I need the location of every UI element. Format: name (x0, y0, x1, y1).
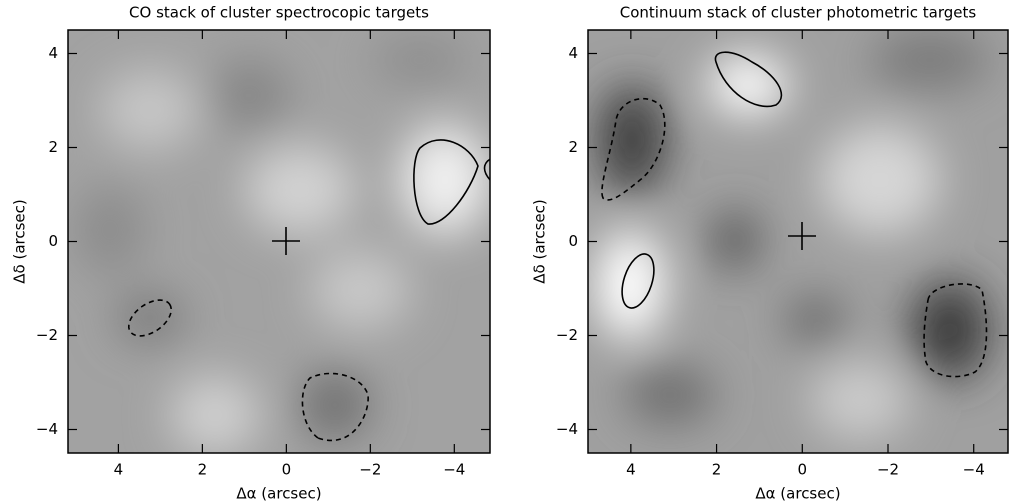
y-tick-label: −2 (556, 326, 578, 344)
x-axis-label: Δα (arcsec) (236, 485, 321, 503)
y-tick-label: 4 (48, 44, 58, 62)
y-tick-label: −4 (36, 420, 58, 438)
y-tick-label: 2 (48, 138, 58, 156)
x-tick-label: 4 (114, 461, 124, 479)
chart-title: CO stack of cluster spectrocopic targets (129, 4, 429, 22)
y-tick-label: 0 (48, 232, 58, 250)
chart-title: Continuum stack of cluster photometric t… (620, 4, 977, 22)
x-tick-label: −4 (963, 461, 985, 479)
y-axis-label: Δδ (arcsec) (531, 199, 549, 283)
x-tick-label: 0 (798, 461, 808, 479)
x-axis-label: Δα (arcsec) (755, 485, 840, 503)
y-tick-label: 0 (568, 232, 578, 250)
x-tick-label: −2 (877, 461, 899, 479)
y-tick-label: 4 (568, 44, 578, 62)
y-tick-label: 2 (568, 138, 578, 156)
x-tick-label: 0 (282, 461, 292, 479)
y-tick-label: −2 (36, 326, 58, 344)
y-tick-label: −4 (556, 420, 578, 438)
map-image (588, 30, 1008, 453)
map-image (68, 30, 490, 453)
x-tick-label: −2 (359, 461, 381, 479)
x-tick-label: 2 (712, 461, 722, 479)
x-tick-label: 4 (626, 461, 636, 479)
x-tick-label: 2 (198, 461, 208, 479)
x-tick-label: −4 (443, 461, 465, 479)
y-axis-label: Δδ (arcsec) (11, 199, 29, 283)
